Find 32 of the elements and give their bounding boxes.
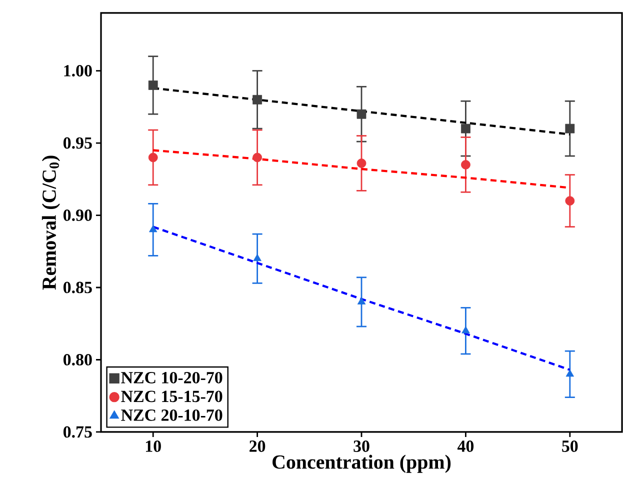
x-tick-label: 30 xyxy=(354,440,370,452)
y-tick-label: 0.95 xyxy=(63,137,92,149)
y-axis-title: Removal (C/C$_{0}$) xyxy=(42,156,60,290)
point xyxy=(356,158,366,168)
x-axis-title: Concentration (ppm) xyxy=(272,454,451,473)
y-tick-label: 0.75 xyxy=(63,426,92,438)
y-tick-label: 0.80 xyxy=(63,354,92,366)
legend-label: NZC 10-20-70 xyxy=(121,372,222,384)
point xyxy=(148,152,158,162)
point xyxy=(149,225,158,232)
point xyxy=(461,160,470,170)
legend-label: NZC 15-15-70 xyxy=(121,390,222,402)
x-tick-label: 20 xyxy=(250,440,266,452)
y-tick-label: 0.85 xyxy=(63,282,92,294)
point xyxy=(356,109,366,119)
point xyxy=(252,152,262,162)
point xyxy=(252,94,262,104)
x-tick-label: 50 xyxy=(562,440,578,452)
x-tick-label: 10 xyxy=(146,440,161,452)
point xyxy=(461,124,470,134)
y-tick-label: 0.90 xyxy=(63,210,92,222)
x-tick-label: 40 xyxy=(457,440,474,452)
point xyxy=(357,297,366,304)
point xyxy=(462,326,470,334)
point xyxy=(565,196,575,206)
legend-label: NZC 20-10-70 xyxy=(121,409,222,421)
y-tick-label: 1.00 xyxy=(64,65,92,77)
point xyxy=(565,124,575,134)
point xyxy=(148,80,158,90)
line-series xyxy=(152,149,571,189)
point xyxy=(566,369,574,377)
point xyxy=(253,254,262,262)
